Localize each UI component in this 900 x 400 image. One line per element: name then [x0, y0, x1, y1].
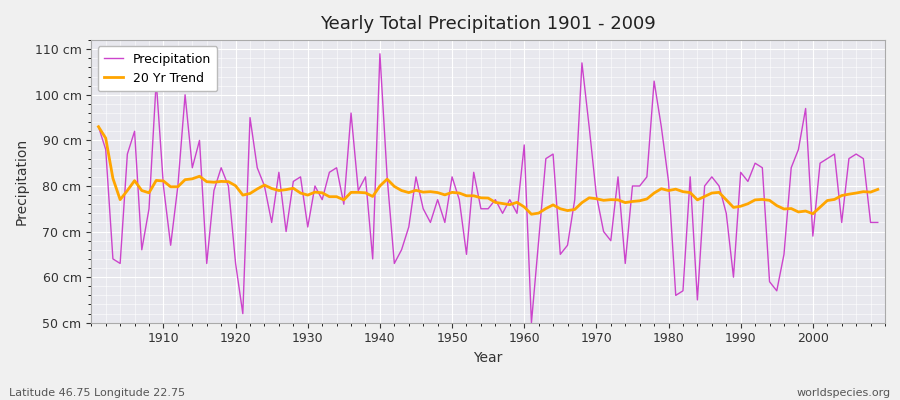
20 Yr Trend: [353, 190, 364, 195]
Title: Yearly Total Precipitation 1901 - 2009: Yearly Total Precipitation 1901 - 2009: [320, 15, 656, 33]
20 Yr Trend: [872, 187, 883, 192]
20 Yr Trend: [93, 124, 104, 129]
Precipitation: [518, 142, 529, 147]
20 Yr Trend: [613, 198, 624, 202]
X-axis label: Year: Year: [473, 351, 503, 365]
20 Yr Trend: [151, 178, 162, 183]
Precipitation: [374, 51, 385, 56]
20 Yr Trend: [526, 212, 536, 217]
Legend: Precipitation, 20 Yr Trend: Precipitation, 20 Yr Trend: [97, 46, 217, 91]
Precipitation: [151, 79, 162, 84]
Precipitation: [353, 188, 364, 193]
Precipitation: [533, 238, 544, 243]
Line: Precipitation: Precipitation: [98, 54, 878, 323]
20 Yr Trend: [511, 200, 522, 205]
Text: Latitude 46.75 Longitude 22.75: Latitude 46.75 Longitude 22.75: [9, 388, 185, 398]
Precipitation: [872, 220, 883, 225]
Precipitation: [93, 124, 104, 129]
Precipitation: [526, 320, 536, 325]
Precipitation: [620, 261, 631, 266]
20 Yr Trend: [310, 190, 320, 194]
Text: worldspecies.org: worldspecies.org: [796, 388, 891, 398]
Y-axis label: Precipitation: Precipitation: [15, 138, 29, 225]
Line: 20 Yr Trend: 20 Yr Trend: [98, 127, 878, 214]
Precipitation: [310, 184, 320, 188]
20 Yr Trend: [518, 204, 529, 209]
